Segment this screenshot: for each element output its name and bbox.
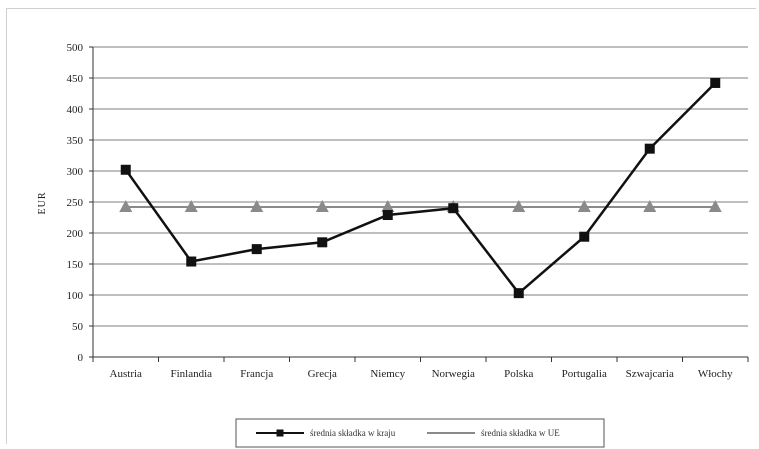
legend-marker: [276, 429, 284, 437]
gridlines: [93, 46, 748, 327]
data-point: [513, 288, 524, 299]
y-tick-label: 150: [67, 259, 84, 271]
x-tick-label: Norwegia: [432, 368, 475, 380]
x-tick-label: Szwajcaria: [626, 368, 674, 380]
y-tick-label: 450: [67, 73, 84, 85]
data-point: [381, 199, 395, 212]
x-tick-label: Finlandia: [170, 368, 212, 380]
data-point: [317, 237, 328, 248]
y-tick-label: 200: [67, 228, 84, 240]
data-point: [512, 199, 526, 212]
y-tick-labels: 0 50 100 150 200 250 300 350 400 450 500: [67, 42, 84, 364]
legend: średnia składka w kraju średnia składka w…: [235, 418, 605, 448]
data-point: [579, 231, 590, 242]
data-point: [710, 77, 721, 88]
data-point: [120, 164, 131, 175]
legend-label: średnia składka w UE: [481, 428, 560, 438]
data-point: [251, 244, 262, 255]
legend-label: średnia składka w kraju: [310, 428, 396, 438]
data-point: [643, 199, 657, 212]
x-tick-label: Grecja: [308, 368, 337, 380]
data-point: [119, 199, 133, 212]
y-tick-label: 50: [72, 321, 84, 333]
x-tick-labels: Austria Finlandia Francja Grecja Niemcy Norwe…: [110, 368, 734, 380]
data-point: [382, 210, 393, 221]
series-country: [120, 77, 721, 299]
y-tick-label: 300: [67, 166, 84, 178]
y-tick-label: 250: [67, 197, 84, 209]
series-line: [124, 82, 717, 295]
data-point: [708, 199, 722, 212]
y-axis-label: EUR: [37, 192, 48, 215]
data-point: [315, 199, 329, 212]
x-tick-label: Włochy: [698, 368, 733, 380]
x-tick-label: Austria: [110, 368, 143, 380]
y-tick-label: 500: [67, 42, 84, 54]
y-tick-label: 100: [67, 290, 84, 302]
x-tick-label: Niemcy: [370, 368, 405, 380]
y-tick-label: 400: [67, 104, 84, 116]
x-tick-label: Portugalia: [562, 368, 607, 380]
data-point: [184, 199, 198, 212]
data-point: [577, 199, 591, 212]
x-tick-label: Francja: [240, 368, 273, 380]
data-point: [250, 199, 264, 212]
data-point: [644, 143, 655, 154]
chart-frame: [6, 8, 756, 444]
data-point: [448, 203, 459, 214]
y-tick-label: 0: [78, 352, 84, 364]
axes: [89, 46, 749, 362]
x-tick-label: Polska: [504, 368, 533, 380]
series-layer: [119, 77, 722, 299]
data-point: [186, 256, 197, 267]
y-tick-label: 350: [67, 135, 84, 147]
